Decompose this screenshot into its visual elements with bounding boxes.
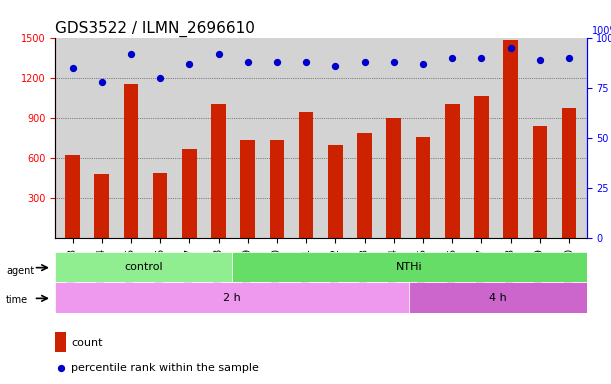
Bar bbox=[299, 112, 313, 238]
Point bbox=[185, 61, 194, 68]
Point bbox=[331, 63, 340, 70]
Bar bbox=[55, 332, 65, 353]
Point bbox=[360, 59, 370, 65]
FancyBboxPatch shape bbox=[55, 252, 232, 282]
FancyBboxPatch shape bbox=[409, 282, 587, 313]
Bar bbox=[562, 108, 576, 238]
Point bbox=[535, 57, 545, 63]
Bar bbox=[474, 96, 489, 238]
Bar bbox=[241, 139, 255, 238]
Point bbox=[155, 75, 165, 81]
Point bbox=[506, 45, 516, 51]
Text: 2 h: 2 h bbox=[223, 293, 241, 303]
Text: 4 h: 4 h bbox=[489, 293, 507, 303]
Text: 100%: 100% bbox=[592, 26, 611, 36]
Point bbox=[477, 55, 486, 61]
Text: time: time bbox=[6, 295, 28, 305]
Bar bbox=[328, 145, 343, 238]
Bar bbox=[415, 137, 430, 238]
Point bbox=[97, 79, 106, 85]
FancyBboxPatch shape bbox=[55, 282, 409, 313]
Point bbox=[243, 59, 252, 65]
Bar bbox=[65, 155, 80, 238]
Bar bbox=[182, 149, 197, 238]
Point bbox=[374, 205, 384, 212]
Bar bbox=[123, 84, 138, 238]
Point bbox=[126, 51, 136, 58]
Point bbox=[214, 51, 224, 58]
Bar bbox=[533, 126, 547, 238]
Point bbox=[418, 61, 428, 68]
Text: control: control bbox=[124, 262, 163, 272]
Point bbox=[68, 65, 78, 71]
Bar bbox=[269, 139, 284, 238]
Bar bbox=[95, 174, 109, 238]
Point bbox=[564, 55, 574, 61]
Point bbox=[301, 59, 311, 65]
Bar bbox=[445, 104, 459, 238]
Text: NTHi: NTHi bbox=[396, 262, 423, 272]
FancyBboxPatch shape bbox=[232, 252, 587, 282]
Bar bbox=[503, 40, 518, 238]
Text: GDS3522 / ILMN_2696610: GDS3522 / ILMN_2696610 bbox=[55, 21, 255, 37]
Point bbox=[389, 59, 399, 65]
Point bbox=[272, 59, 282, 65]
Point bbox=[447, 55, 457, 61]
Text: agent: agent bbox=[6, 266, 34, 276]
Bar bbox=[153, 173, 167, 238]
Text: count: count bbox=[71, 338, 103, 348]
Text: percentile rank within the sample: percentile rank within the sample bbox=[71, 363, 259, 373]
Bar bbox=[357, 133, 372, 238]
Bar bbox=[387, 118, 401, 238]
Bar bbox=[211, 104, 226, 238]
